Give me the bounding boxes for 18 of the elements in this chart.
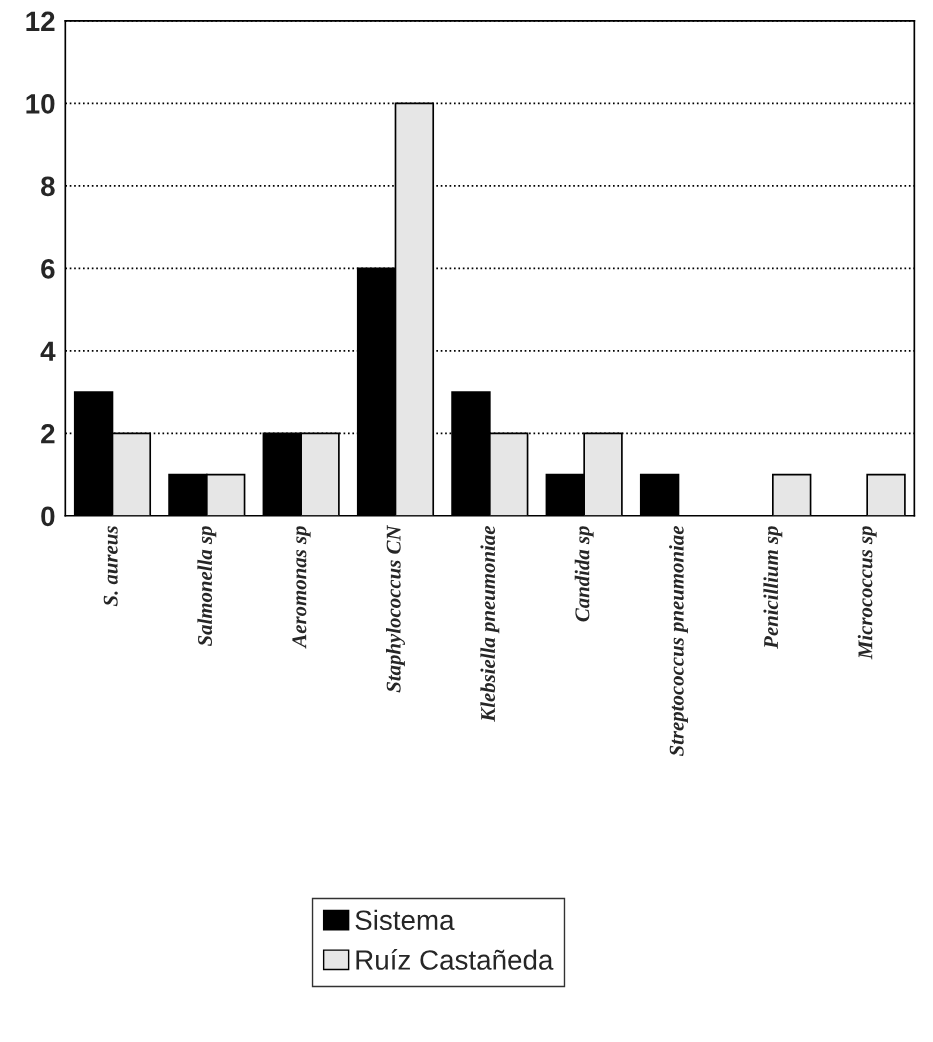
- y-tick-label: 8: [41, 176, 55, 197]
- x-tick-label: Klebsiella pneumoniae: [480, 525, 500, 722]
- x-tick-label: Salmonella sp: [197, 526, 217, 647]
- y-tick-label: 2: [41, 423, 55, 444]
- x-tick-label: S. aureus: [103, 526, 118, 607]
- x-tick-label: Micrococcus sp: [857, 526, 877, 660]
- y-tick-label: 4: [40, 341, 56, 361]
- y-tick-label: 12: [26, 11, 55, 31]
- legend-label: Sistema: [355, 909, 455, 931]
- x-tick-label: Penicillium sp: [763, 526, 783, 649]
- x-tick-label: Aeromonas sp: [292, 526, 311, 649]
- x-tick-label: Streptococcus pneumoniae: [669, 525, 688, 757]
- y-tick-label: 6: [41, 258, 55, 279]
- x-tick-label: Candida sp: [574, 526, 594, 622]
- legend-label: Ruíz Castañeda: [356, 949, 554, 970]
- y-tick-label: 0: [41, 506, 55, 527]
- x-tick-label: Staphylococcus CN: [386, 524, 405, 693]
- y-tick-label: 10: [26, 94, 55, 114]
